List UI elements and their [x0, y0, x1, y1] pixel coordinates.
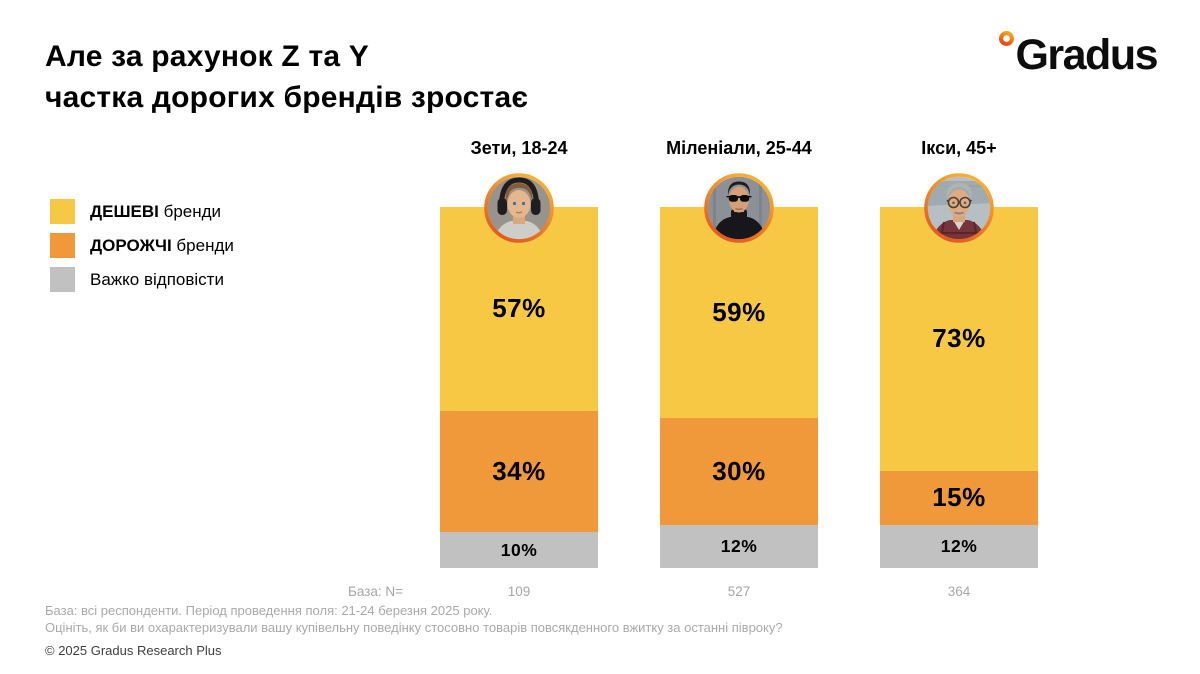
avatar-millennial-woman-sunglasses: [704, 173, 774, 243]
stacked-bar-gen-z: 57% 34% 10%: [440, 207, 598, 568]
page-title: Але за рахунок Z та Y частка дорогих бре…: [45, 36, 528, 118]
segment-value-label: 34%: [492, 455, 546, 486]
segment-value-label: 10%: [500, 539, 538, 560]
legend-item-hard-to-answer: Важко відповісти: [50, 267, 234, 292]
chart-column-gen-z: Зети, 18-24: [440, 138, 598, 599]
chart-column-gen-x: Ікси, 45+: [880, 138, 1038, 599]
legend-item-cheap: ДЕШЕВІ бренди: [50, 199, 234, 224]
bar-segment-expensive: 34%: [440, 410, 598, 533]
segment-value-label: 12%: [940, 535, 978, 556]
column-header-millennials: Міленіали, 25-44: [666, 138, 812, 158]
legend-label-hard-to-answer: Важко відповісти: [90, 269, 224, 289]
chart-column-millennials: Міленіали, 25-44: [660, 138, 818, 599]
segment-value-label: 59%: [712, 296, 766, 327]
bar-segment-hard-to-answer: 12%: [660, 525, 818, 568]
bar-segment-hard-to-answer: 10%: [440, 532, 598, 568]
gradus-logo: Gradus: [999, 26, 1158, 88]
legend-label-cheap: ДЕШЕВІ бренди: [90, 201, 222, 221]
footnote: База: всі респонденти. Період проведення…: [45, 603, 783, 636]
segment-value-label: 73%: [932, 323, 986, 354]
avatar-gen-z-young-man-headphones: [484, 173, 554, 243]
degree-ring-icon: [999, 31, 1015, 46]
legend-swatch-hard-to-answer: [50, 267, 75, 292]
legend-swatch-cheap: [50, 199, 75, 224]
segment-value-label: 57%: [492, 293, 546, 324]
title-line-1: Але за рахунок Z та Y: [45, 40, 370, 73]
stacked-bar-millennials: 59% 30% 12%: [660, 207, 818, 568]
avatar-gen-x-man-glasses: [924, 173, 994, 243]
bar-segment-cheap: 57%: [440, 207, 598, 411]
segment-value-label: 15%: [932, 482, 986, 513]
base-count-gen-z: 109: [507, 584, 531, 599]
stacked-bar-gen-x: 73% 15% 12%: [880, 207, 1038, 568]
footnote-line-1: База: всі респонденти. Період проведення…: [45, 603, 493, 618]
footnote-line-2: Оцініть, як би ви охарактеризували вашу …: [45, 619, 783, 635]
legend-item-expensive: ДОРОЖЧІ бренди: [50, 233, 234, 258]
base-count-millennials: 527: [727, 584, 751, 599]
bar-segment-expensive: 30%: [660, 417, 818, 526]
legend-swatch-expensive: [50, 233, 75, 258]
segment-value-label: 12%: [720, 536, 758, 557]
column-header-gen-z: Зети, 18-24: [470, 138, 568, 158]
segment-value-label: 30%: [712, 455, 766, 486]
column-header-gen-x: Ікси, 45+: [921, 138, 997, 158]
base-row-label: База: N=: [348, 584, 404, 599]
bar-segment-expensive: 15%: [880, 470, 1038, 525]
legend-label-expensive: ДОРОЖЧІ бренди: [90, 235, 234, 255]
bar-segment-hard-to-answer: 12%: [880, 524, 1038, 568]
base-count-gen-x: 364: [947, 584, 971, 599]
logo-wordmark: Gradus: [1015, 31, 1158, 79]
copyright: © 2025 Gradus Research Plus: [45, 643, 222, 658]
legend: ДЕШЕВІ бренди ДОРОЖЧІ бренди Важко відпо…: [50, 199, 234, 301]
title-line-2: частка дорогих брендів зростає: [45, 81, 529, 114]
bar-segment-cheap: 73%: [880, 207, 1038, 471]
